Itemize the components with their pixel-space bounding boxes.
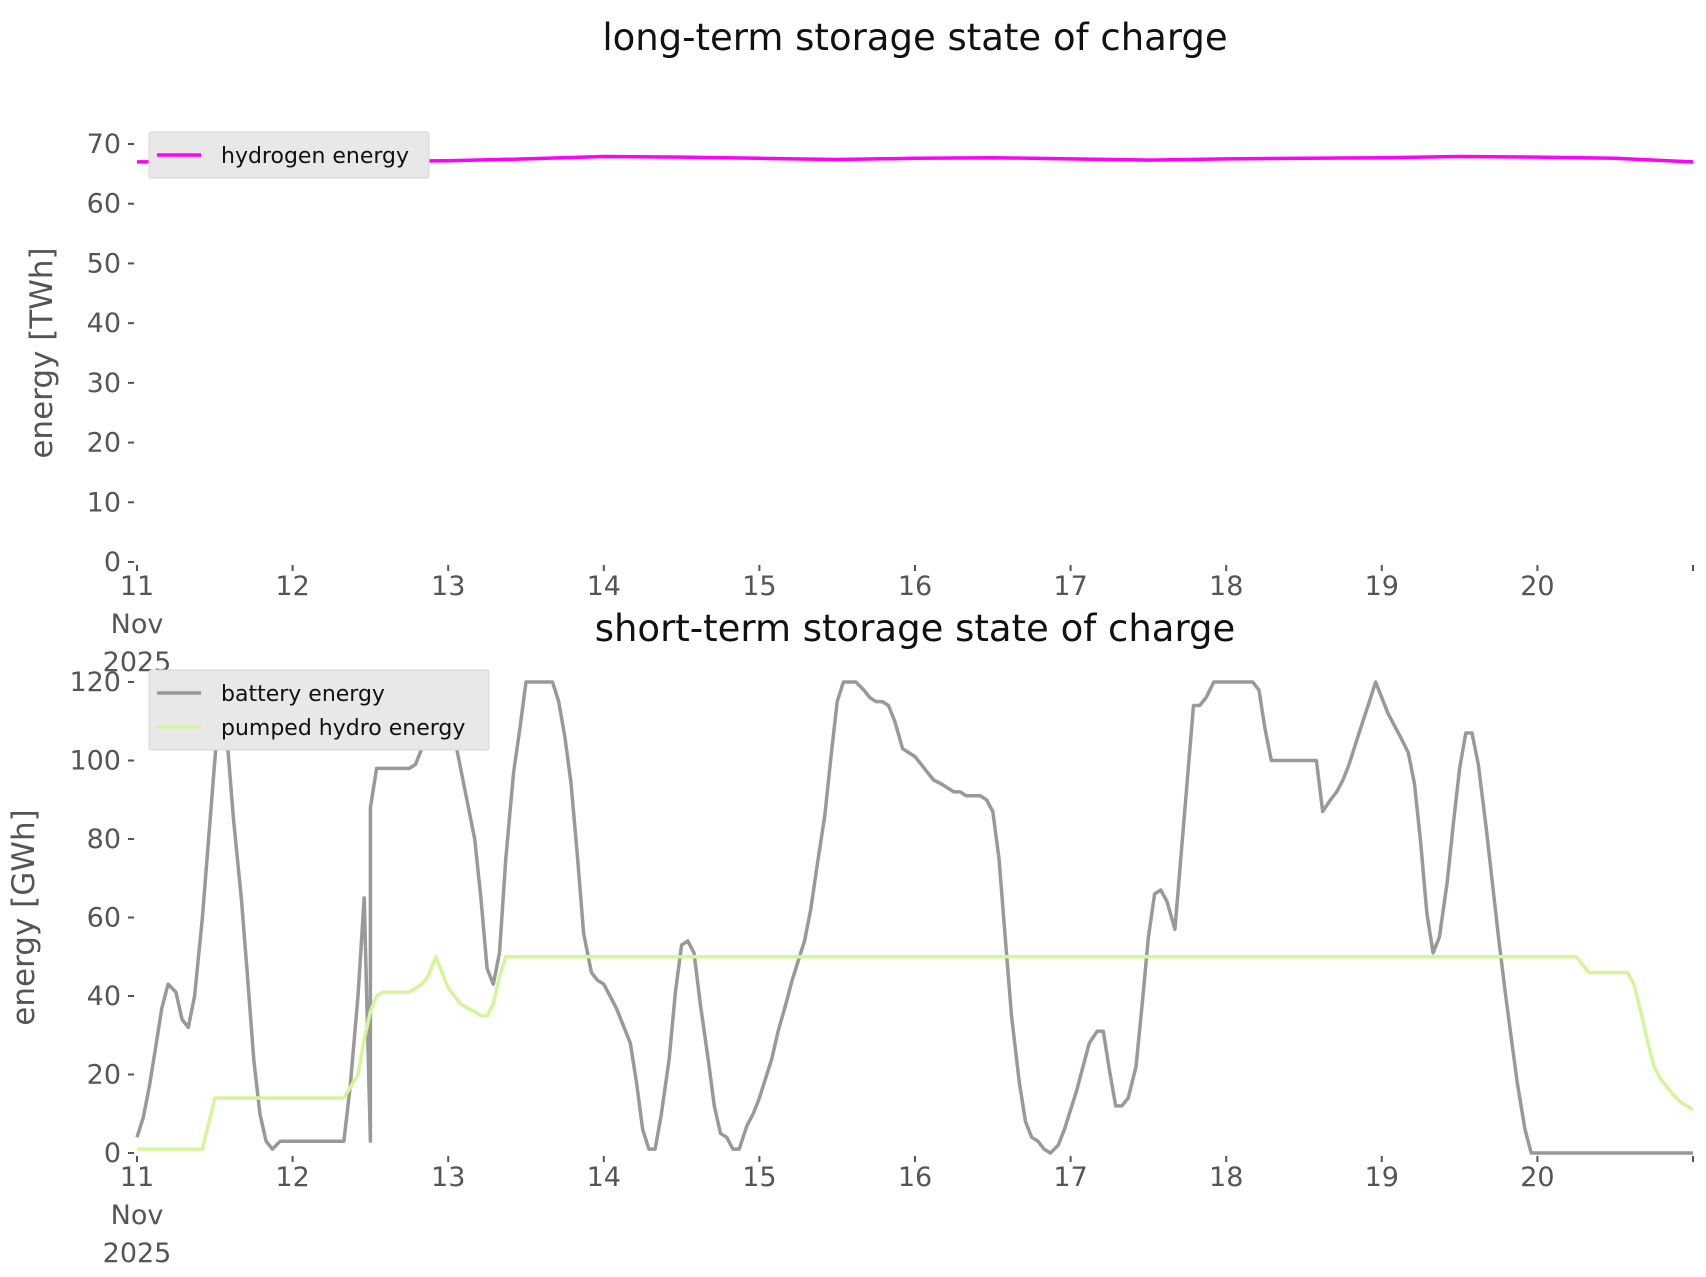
y-tick-label: 10: [87, 487, 121, 518]
x-tick-label: 16: [898, 571, 932, 602]
x-tick-label: 12: [275, 571, 309, 602]
x-tick-label: 20: [1520, 571, 1554, 602]
y-tick-label: 40: [87, 308, 121, 339]
y-axis-label: energy [GWh]: [6, 809, 42, 1025]
y-tick-label: 40: [87, 981, 121, 1012]
y-tick-label: 20: [87, 1060, 121, 1091]
x-tick-label: 16: [898, 1162, 932, 1193]
x-tick-label: 11 Nov 2025: [103, 571, 172, 678]
short-term-storage-panel: short-term storage state of charge energ…: [6, 607, 1694, 1269]
plot-area: [136, 154, 1694, 164]
x-tick-label: 18: [1209, 571, 1243, 602]
x-tick-label: 14: [587, 571, 621, 602]
x-tick-label: 13: [431, 571, 465, 602]
chart-title: long-term storage state of charge: [602, 16, 1227, 59]
x-tick-label: 19: [1365, 571, 1399, 602]
x-tick-label: 20: [1520, 1162, 1554, 1193]
y-tick-label: 80: [87, 824, 121, 855]
legend-entry-label: hydrogen energy: [221, 144, 409, 169]
y-tick-label: 100: [69, 746, 121, 777]
x-tick-label: 12: [275, 1162, 309, 1193]
x-tick-label: 14: [587, 1162, 621, 1193]
long-term-storage-panel: long-term storage state of charge energy…: [24, 16, 1694, 678]
legend: battery energy pumped hydro energy: [148, 669, 490, 751]
plot-area: [135, 680, 1694, 1155]
legend-box: [148, 131, 430, 179]
legend-box: [148, 669, 490, 751]
y-tick-label: 60: [87, 903, 121, 934]
y-tick-label: 50: [87, 248, 121, 279]
legend: hydrogen energy: [148, 131, 430, 179]
x-tick-label: 17: [1053, 1162, 1087, 1193]
x-tick-label: 15: [742, 1162, 776, 1193]
series-line-hydrogen-energy: [136, 154, 1694, 164]
x-axis: 11 Nov 2025 12 13 14 15 16 17 18 19 20: [103, 1156, 1694, 1269]
x-axis: 11 Nov 2025 12 13 14 15 16 17 18 19 20: [103, 565, 1694, 678]
legend-entry-label: pumped hydro energy: [221, 716, 465, 741]
x-tick-label: 11 Nov 2025: [103, 1162, 172, 1269]
chart-title: short-term storage state of charge: [595, 607, 1236, 650]
y-tick-label: 0: [104, 1138, 121, 1169]
y-tick-label: 120: [69, 667, 121, 698]
x-tick-label: 19: [1365, 1162, 1399, 1193]
y-axis: 0 20 40 60 80 100 120: [69, 667, 134, 1169]
y-tick-label: 70: [87, 129, 121, 160]
x-tick-label: 18: [1209, 1162, 1243, 1193]
x-tick-label: 17: [1053, 571, 1087, 602]
x-tick-label: 13: [431, 1162, 465, 1193]
legend-entry-label: battery energy: [221, 682, 385, 707]
series-line-battery-energy: [135, 680, 1693, 1155]
y-tick-label: 30: [87, 368, 121, 399]
y-tick-label: 0: [104, 547, 121, 578]
y-axis-label: energy [TWh]: [24, 247, 60, 458]
y-axis: 0 10 20 30 40 50 60 70: [87, 129, 134, 578]
series-line-pumped-hydro-energy: [137, 955, 1694, 1151]
y-tick-label: 60: [87, 189, 121, 220]
y-tick-label: 20: [87, 428, 121, 459]
x-tick-label: 15: [742, 571, 776, 602]
